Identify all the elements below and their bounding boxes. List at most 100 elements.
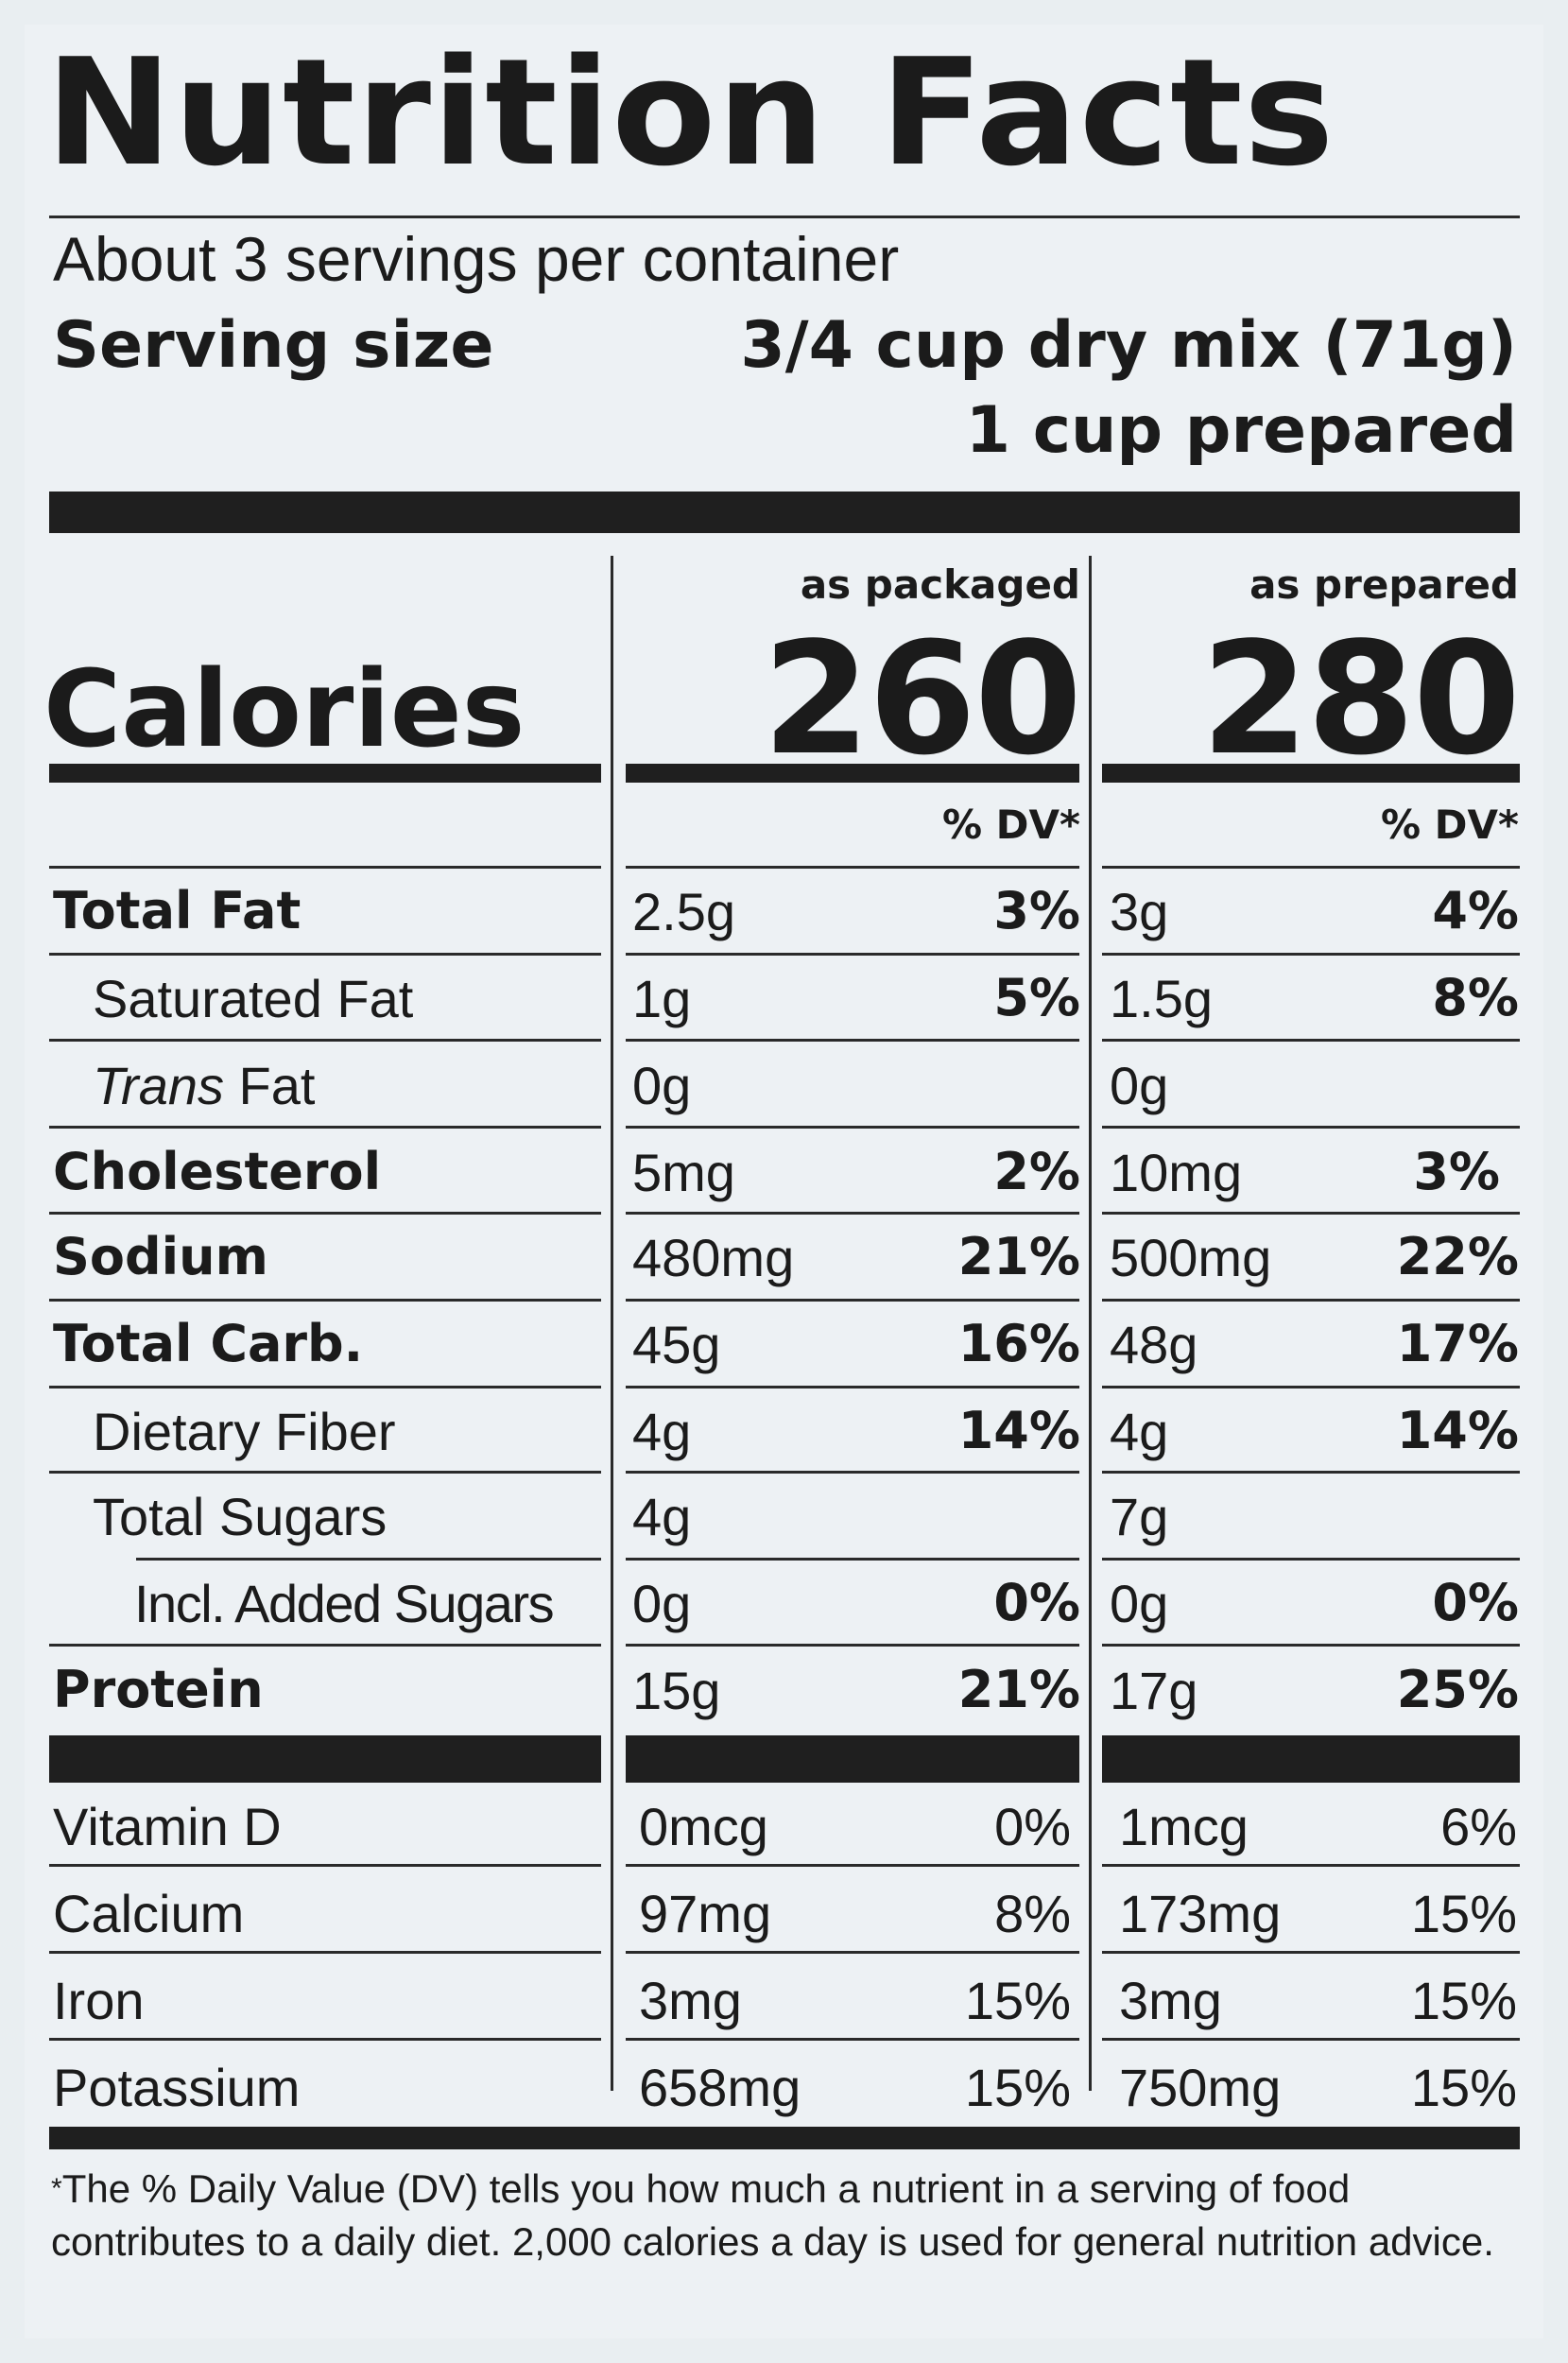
calories-bar	[1102, 764, 1520, 783]
thick-divider	[49, 2127, 1520, 2149]
calories-prepared: 280	[1200, 609, 1521, 789]
prepared-dv: 22%	[1396, 1227, 1519, 1286]
prepared-amount: 7g	[1110, 1487, 1169, 1546]
serving-size-value: 3/4 cup dry mix (71g)	[740, 308, 1517, 383]
prepared-amount: 750mg	[1119, 2058, 1282, 2117]
divider	[136, 1558, 601, 1561]
packaged-dv: 15%	[964, 2058, 1071, 2117]
packaged-amount: 2.5g	[632, 882, 735, 941]
packaged-dv: 16%	[957, 1314, 1080, 1373]
as-packaged-header: as packaged	[800, 561, 1080, 608]
thick-divider	[49, 492, 1520, 533]
calories-bar	[49, 764, 601, 783]
divider	[49, 1951, 601, 1954]
divider	[1102, 1558, 1520, 1561]
packaged-dv: 21%	[957, 1660, 1080, 1719]
nutrient-name-saturated-fat: Saturated Fat	[93, 969, 414, 1028]
packaged-amount: 4g	[632, 1402, 692, 1461]
prepared-amount: 173mg	[1119, 1884, 1282, 1943]
divider	[49, 216, 1520, 218]
serving-size-prepared: 1 cup prepared	[965, 393, 1517, 468]
packaged-amount: 97mg	[639, 1884, 772, 1943]
divider	[1102, 1951, 1520, 1954]
prepared-dv: 6%	[1440, 1797, 1517, 1856]
divider	[49, 866, 601, 869]
divider	[1102, 1126, 1520, 1129]
divider	[1102, 953, 1520, 956]
vitamin-name-iron: Iron	[53, 1971, 145, 2030]
prepared-dv: 25%	[1396, 1660, 1519, 1719]
trans-fat-suffix: Fat	[224, 1056, 316, 1115]
divider	[626, 1126, 1079, 1129]
packaged-amount: 480mg	[632, 1228, 795, 1287]
divider	[49, 1212, 601, 1215]
prepared-dv: 15%	[1410, 1884, 1517, 1943]
divider	[49, 1299, 601, 1302]
prepared-amount: 10mg	[1110, 1143, 1243, 1202]
thick-divider	[49, 1735, 601, 1783]
divider	[626, 1864, 1079, 1867]
nutrient-name-total-sugars: Total Sugars	[93, 1487, 388, 1546]
vitamin-name-vitamin-d: Vitamin D	[53, 1797, 282, 1856]
packaged-amount: 0g	[632, 1574, 692, 1633]
packaged-amount: 45g	[632, 1315, 721, 1374]
divider	[626, 953, 1079, 956]
packaged-amount: 3mg	[639, 1971, 742, 2030]
prepared-amount: 17g	[1110, 1661, 1198, 1720]
divider	[626, 1558, 1079, 1561]
divider	[626, 1951, 1079, 1954]
packaged-amount: 0g	[632, 1056, 692, 1115]
packaged-dv: 15%	[964, 1971, 1071, 2030]
prepared-amount: 500mg	[1110, 1228, 1272, 1287]
prepared-dv: 15%	[1410, 1971, 1517, 2030]
divider	[49, 1864, 601, 1867]
packaged-dv: 8%	[994, 1884, 1071, 1943]
vitamin-name-calcium: Calcium	[53, 1884, 245, 1943]
prepared-amount: 3g	[1110, 882, 1169, 941]
packaged-dv: 0%	[994, 1797, 1071, 1856]
divider	[49, 1386, 601, 1388]
vitamin-name-potassium: Potassium	[53, 2058, 301, 2117]
nutrient-name-total-fat: Total Fat	[53, 881, 302, 940]
nutrient-name-total-carb: Total Carb.	[53, 1314, 364, 1373]
divider	[1102, 866, 1520, 869]
nutrient-name-sodium: Sodium	[53, 1227, 268, 1286]
packaged-dv: 5%	[993, 968, 1080, 1027]
divider	[1102, 1644, 1520, 1647]
divider	[626, 2038, 1079, 2041]
column-separator	[611, 556, 613, 2091]
divider	[626, 1212, 1079, 1215]
divider	[1102, 1299, 1520, 1302]
prepared-dv: 8%	[1432, 968, 1519, 1027]
nutrient-name-added-sugars: Incl. Added Sugars	[134, 1574, 555, 1633]
divider	[49, 1126, 601, 1129]
divider	[626, 866, 1079, 869]
nutrient-name-trans-fat: Trans Fat	[93, 1055, 315, 1116]
packaged-amount: 5mg	[632, 1143, 735, 1202]
prepared-dv: 0%	[1432, 1573, 1519, 1632]
divider	[626, 1386, 1079, 1388]
servings-per-container: About 3 servings per container	[53, 224, 900, 294]
divider	[49, 1644, 601, 1647]
divider	[626, 1644, 1079, 1647]
serving-size-label: Serving size	[53, 308, 494, 383]
prepared-dv: 3%	[1413, 1142, 1500, 1201]
column-separator	[1089, 556, 1092, 2091]
divider	[626, 1039, 1079, 1042]
trans-italic: Trans	[93, 1056, 224, 1115]
thick-divider	[1102, 1735, 1520, 1783]
dv-header-packaged: % DV*	[941, 802, 1080, 848]
packaged-amount: 15g	[632, 1661, 721, 1720]
divider	[1102, 1386, 1520, 1388]
packaged-dv: 14%	[957, 1401, 1080, 1460]
nutrition-facts-label: Nutrition Facts About 3 servings per con…	[25, 25, 1543, 2338]
packaged-dv: 2%	[993, 1142, 1080, 1201]
divider	[49, 1039, 601, 1042]
divider	[49, 953, 601, 956]
footnote-star: *	[51, 2173, 62, 2204]
prepared-amount: 3mg	[1119, 1971, 1222, 2030]
packaged-amount: 4g	[632, 1487, 692, 1546]
packaged-dv: 3%	[993, 881, 1080, 940]
divider	[1102, 1212, 1520, 1215]
packaged-amount: 1g	[632, 969, 692, 1028]
